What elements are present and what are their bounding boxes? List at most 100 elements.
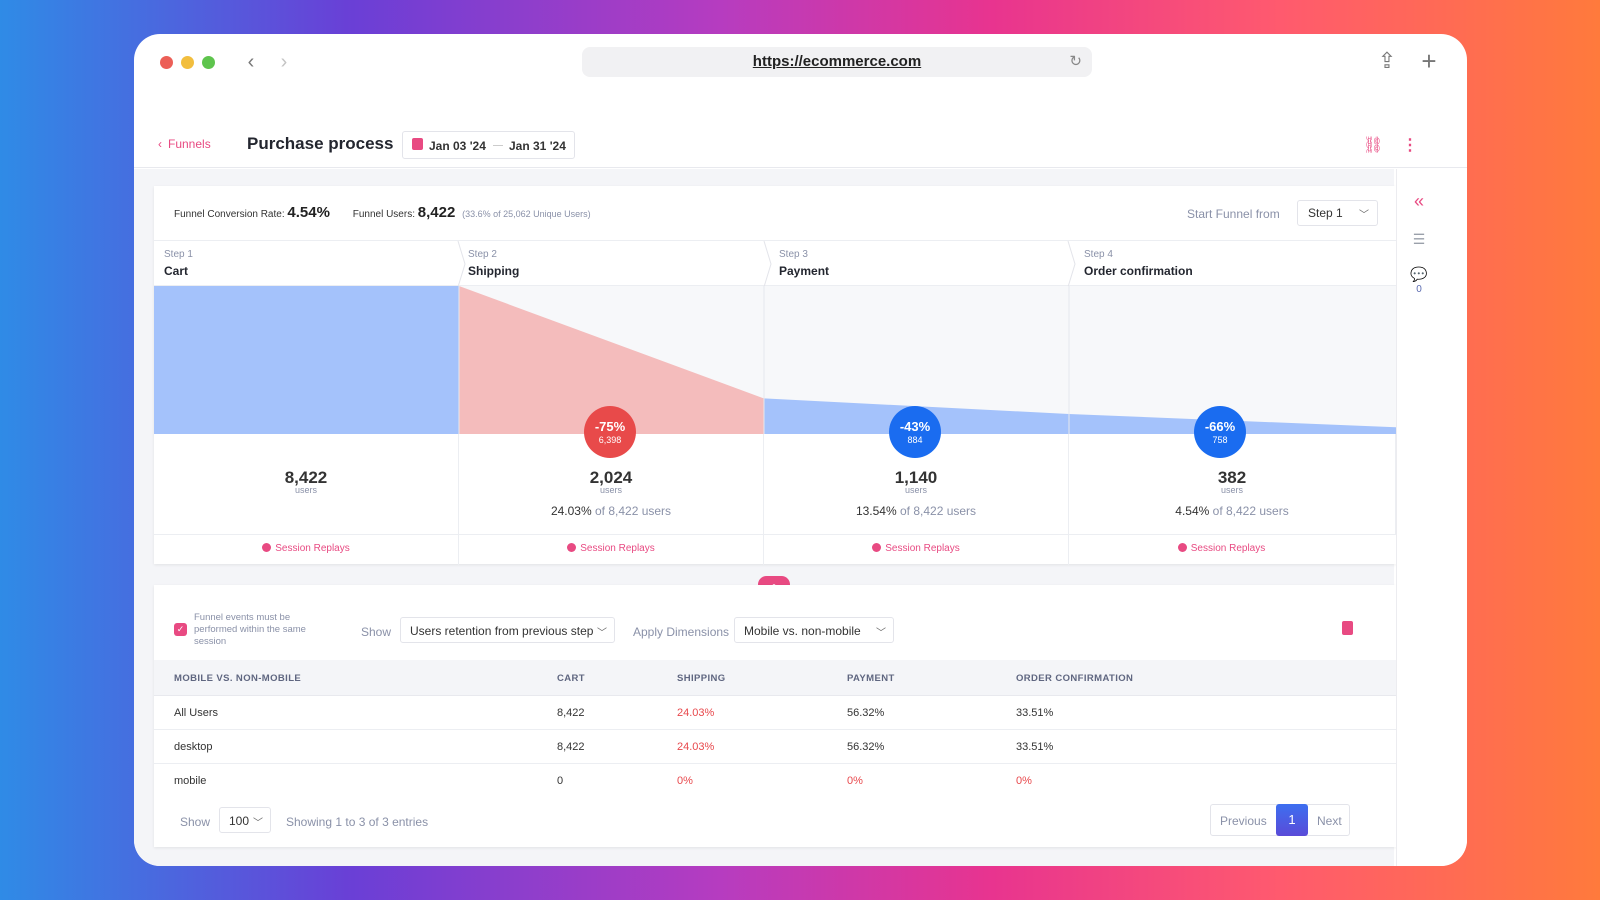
step-users-unit: users (904, 485, 927, 495)
maximize-window-button[interactable] (202, 56, 215, 69)
drop-off-count: 6,398 (598, 435, 622, 445)
page-size-label: Show (180, 815, 211, 829)
clipboard-icon[interactable] (1342, 621, 1353, 635)
table-cell: 0% (677, 775, 693, 787)
more-options-icon[interactable]: ⋮ (1402, 137, 1418, 154)
funnels-back-label: Funnels (168, 137, 211, 151)
drop-off-count: 884 (907, 435, 923, 445)
drop-off-badge-step-3[interactable]: -43% 884 (889, 406, 941, 458)
table-cell: 33.51% (1016, 741, 1054, 753)
table-cell: All Users (174, 707, 219, 719)
table-cell: 0% (847, 775, 863, 787)
drop-off-percent: -66% (1204, 419, 1236, 434)
step-conversion-of: of 8,422 users (896, 504, 977, 518)
play-icon (1177, 543, 1187, 552)
plus-icon[interactable]: + (1421, 46, 1437, 76)
step-name: Cart (164, 264, 189, 278)
minimize-window-button[interactable] (181, 56, 194, 69)
filter-icon[interactable]: ☰ (1412, 231, 1426, 247)
column-header[interactable]: CART (557, 673, 585, 684)
session-replays-label: Session Replays (275, 543, 350, 554)
session-replays-link[interactable]: Session Replays (1069, 535, 1374, 565)
session-replays-link[interactable]: Session Replays (459, 535, 764, 565)
table-cell: 56.32% (847, 707, 885, 719)
step-divider (1067, 241, 1076, 287)
table-header: MOBILE VS. NON-MOBILE CART SHIPPING PAYM… (154, 660, 1396, 696)
step-name: Order confirmation (1084, 264, 1193, 278)
previous-page-button[interactable]: Previous (1220, 814, 1267, 828)
entries-info: Showing 1 to 3 of 3 entries (286, 815, 429, 829)
table-cell: 8,422 (557, 707, 585, 719)
table-cell: 56.32% (847, 741, 885, 753)
page-title: Purchase process (247, 134, 394, 153)
pagination: Previous 1 Next (1210, 804, 1350, 836)
page-1-button[interactable]: 1 (1276, 804, 1308, 836)
step-header-4[interactable]: Step 4 Order confirmation (1074, 241, 1384, 287)
next-page-button[interactable]: Next (1317, 814, 1342, 828)
drop-off-badge-step-2[interactable]: -75% 6,398 (584, 406, 636, 458)
step-conversion-pct: 4.54% (1175, 504, 1210, 518)
session-replays-row: Session Replays Session Replays Session … (154, 534, 1396, 565)
table-cell: desktop (174, 741, 213, 753)
browser-toolbar: ‹ › https://ecommerce.com ↻ ⇪ + (134, 34, 1467, 94)
funnels-back-link[interactable]: ‹ Funnels (158, 137, 211, 151)
page-size-select[interactable]: 100 ﹀ (219, 807, 271, 833)
table-cell: 0 (557, 775, 564, 787)
step-conversion: 13.54% of 8,422 users (764, 504, 1068, 518)
funnel-dropoff-shipping (459, 286, 764, 434)
link-icon[interactable]: ⛓ (1363, 137, 1384, 154)
funnel-summary: Funnel Conversion Rate: 4.54% Funnel Use… (174, 204, 591, 221)
step-users-value: 2,024 (589, 468, 633, 487)
double-chevron-left-icon[interactable]: « (1413, 191, 1424, 211)
forward-arrow-icon[interactable]: › (280, 51, 288, 73)
play-icon (262, 543, 272, 552)
step-header-3[interactable]: Step 3 Payment (769, 241, 1074, 287)
date-separator (493, 145, 503, 146)
column-header[interactable]: MOBILE VS. NON-MOBILE (174, 673, 302, 684)
table-cell: 24.03% (677, 741, 715, 753)
step-stats-2: 2,024 users 24.03% of 8,422 users (459, 286, 764, 534)
page-size-value: 100 (229, 814, 250, 828)
table-row: mobile 0 0% 0% 0% (154, 764, 1396, 798)
step-users-value: 8,422 (284, 468, 328, 487)
step-name: Payment (779, 264, 830, 278)
step-header-2[interactable]: Step 2 Shipping (458, 241, 769, 287)
step-conversion-pct: 13.54% (855, 504, 897, 518)
start-step-value: Step 1 (1308, 206, 1343, 220)
dimensions-select[interactable]: Mobile vs. non-mobile ﹀ (734, 617, 894, 643)
session-replays-link[interactable]: Session Replays (154, 535, 459, 565)
play-icon (872, 543, 882, 552)
funnel-users-label: Funnel Users: (352, 209, 415, 220)
step-header-1[interactable]: Step 1 Cart (154, 241, 458, 287)
table-cell: mobile (174, 775, 207, 787)
table-row: desktop 8,422 24.03% 56.32% 33.51% (154, 730, 1396, 764)
drop-off-badge-step-4[interactable]: -66% 758 (1194, 406, 1246, 458)
start-step-select[interactable]: Step 1 ﹀ (1297, 200, 1378, 226)
back-arrow-icon[interactable]: ‹ (247, 51, 255, 73)
date-end: Jan 31 '24 (509, 139, 566, 153)
share-icon[interactable]: ⇪ (1377, 48, 1397, 73)
funnel-users-value: 8,422 (417, 204, 456, 221)
same-session-checkbox[interactable]: ✓ (174, 623, 187, 636)
chevron-down-icon: ﹀ (876, 628, 886, 639)
step-conversion-pct: 24.03% (550, 504, 592, 518)
reload-icon[interactable]: ↻ (1069, 53, 1082, 70)
session-replays-link[interactable]: Session Replays (764, 535, 1069, 565)
step-divider (763, 241, 772, 287)
column-header[interactable]: ORDER CONFIRMATION (1016, 673, 1134, 684)
table-cell: 24.03% (677, 707, 715, 719)
comments-icon[interactable]: 💬 (1410, 266, 1428, 282)
step-users-unit: users (1220, 485, 1243, 495)
url-text: https://ecommerce.com (752, 53, 922, 70)
column-header[interactable]: SHIPPING (677, 673, 726, 684)
retention-mode-select[interactable]: Users retention from previous step ﹀ (400, 617, 615, 643)
address-bar[interactable]: https://ecommerce.com ↻ (582, 47, 1092, 77)
step-number: Step 2 (468, 249, 497, 260)
chevron-left-icon: ‹ (158, 137, 162, 151)
drop-off-percent: -75% (594, 419, 626, 434)
column-header[interactable]: PAYMENT (847, 673, 895, 684)
date-range-picker[interactable]: Jan 03 '24 Jan 31 '24 (402, 131, 575, 159)
apply-dimensions-label: Apply Dimensions (633, 625, 730, 639)
close-window-button[interactable] (160, 56, 173, 69)
comments-count: 0 (1416, 284, 1422, 295)
